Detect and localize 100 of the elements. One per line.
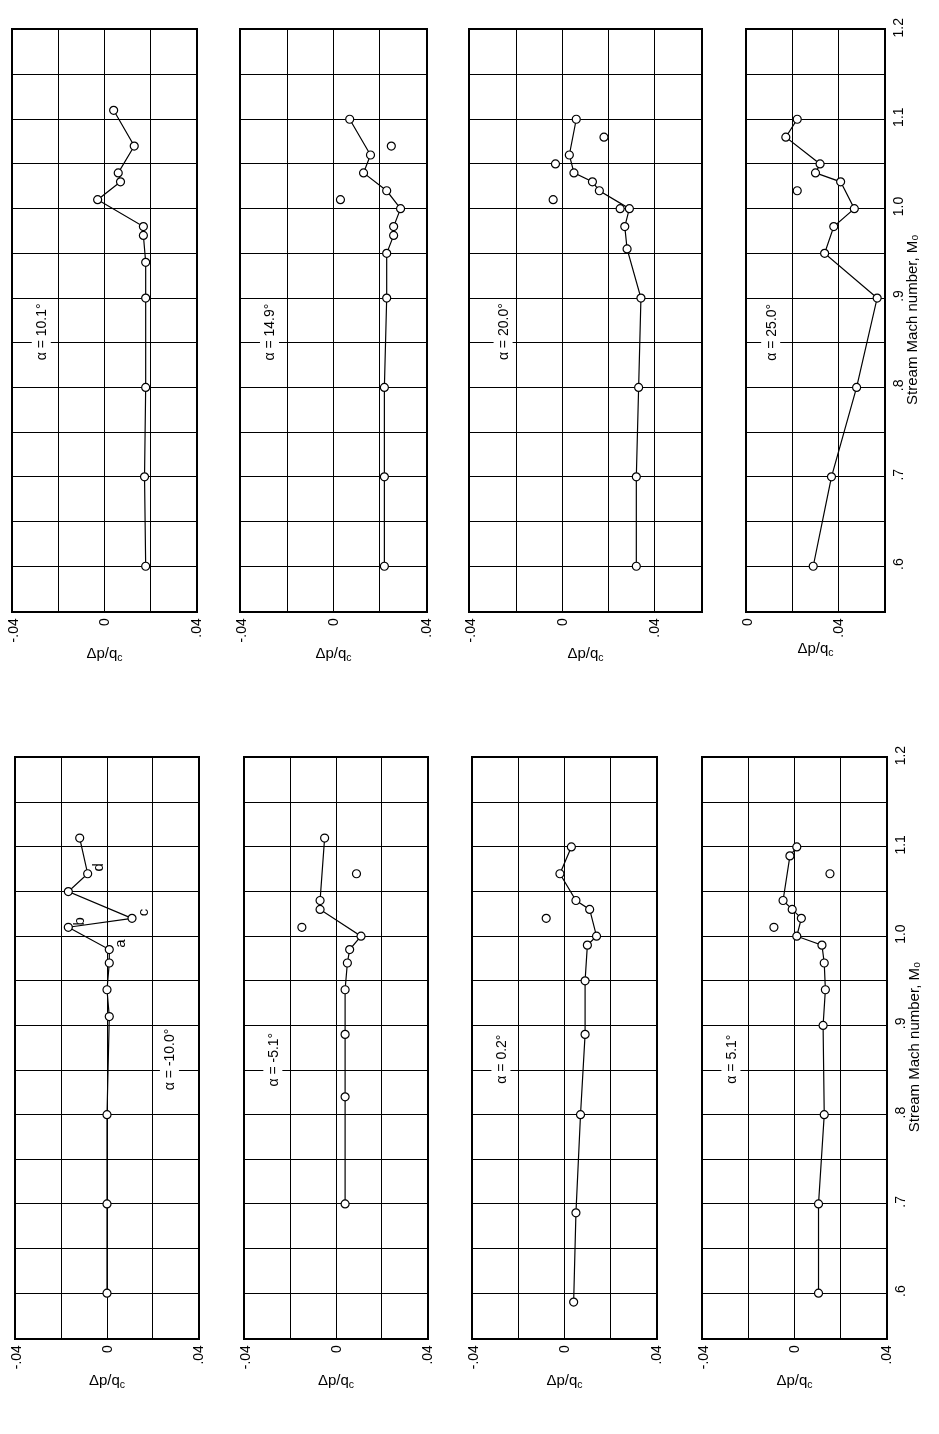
point <box>569 1297 579 1307</box>
x-tick-label: -.04 <box>461 618 478 643</box>
point <box>379 472 389 482</box>
text: α = 14.9° <box>261 303 278 361</box>
point <box>819 958 829 968</box>
point <box>585 904 595 915</box>
point <box>555 869 565 879</box>
point <box>389 221 399 232</box>
text: α = 25.0° <box>762 303 779 361</box>
point <box>849 204 859 214</box>
x-tick-label: -.04 <box>232 618 249 643</box>
point <box>599 132 609 142</box>
annotation: d <box>88 863 106 872</box>
point <box>826 472 837 482</box>
x-tick-label: 0 <box>327 1344 344 1353</box>
point <box>138 230 148 241</box>
point <box>820 248 830 258</box>
point <box>594 186 604 196</box>
x-axis-title: Δp/q$_{c}$ <box>546 1370 583 1390</box>
x-tick-label: 0 <box>325 618 342 627</box>
y-axis-title: Stream Mach number, M₀ <box>903 234 921 405</box>
x-tick-label: .04 <box>829 618 846 638</box>
y-tick-label: 1.1 <box>889 107 906 127</box>
point <box>342 958 352 968</box>
point <box>127 913 137 923</box>
point <box>808 561 818 571</box>
point <box>564 150 574 160</box>
x-tick-label: .04 <box>647 1344 664 1365</box>
point <box>566 842 576 852</box>
point <box>102 985 112 995</box>
point <box>386 141 396 151</box>
text: α = 20.0° <box>495 303 512 361</box>
point <box>356 931 366 941</box>
point <box>829 221 839 232</box>
x-tick-label: .04 <box>417 618 434 638</box>
point <box>141 257 151 267</box>
text: α = 5.1° <box>722 1034 739 1084</box>
point <box>75 833 85 843</box>
point <box>102 1110 112 1120</box>
point <box>582 940 592 950</box>
point <box>115 177 126 187</box>
point <box>550 159 561 169</box>
point <box>571 1208 581 1218</box>
point <box>320 833 330 843</box>
point <box>93 195 103 205</box>
point <box>620 221 630 232</box>
point <box>83 869 93 879</box>
point <box>113 168 123 178</box>
point <box>820 985 830 995</box>
y-tick-label: .8 <box>889 379 906 392</box>
point <box>382 293 392 303</box>
x-tick-label: -.04 <box>694 1344 711 1370</box>
text: α = -10.0° <box>161 1028 178 1091</box>
point <box>631 561 641 571</box>
point <box>382 248 392 258</box>
y-tick-label: 1.1 <box>891 834 908 855</box>
x-tick-label: 0 <box>738 618 755 627</box>
point <box>365 150 376 160</box>
y-tick-label: .6 <box>891 1285 908 1297</box>
point <box>541 913 551 923</box>
point <box>379 561 389 571</box>
point <box>395 204 406 214</box>
point <box>139 472 150 482</box>
x-axis-title: Δp/q$_{c}$ <box>317 1370 355 1390</box>
point <box>345 944 355 955</box>
point <box>624 204 634 214</box>
point <box>569 168 579 178</box>
point <box>129 141 139 151</box>
point <box>813 1199 824 1209</box>
x-tick-label: -.04 <box>4 618 21 643</box>
point <box>335 195 346 205</box>
point <box>587 177 598 187</box>
point <box>796 913 806 923</box>
point <box>571 114 581 124</box>
point <box>109 105 119 115</box>
point <box>852 382 862 393</box>
point <box>548 195 558 205</box>
point <box>340 1092 350 1102</box>
x-tick-label: -.04 <box>464 1344 481 1370</box>
point <box>792 114 802 124</box>
annotation: c <box>133 908 151 917</box>
point <box>382 186 392 196</box>
point <box>825 869 835 879</box>
point <box>315 904 325 915</box>
point <box>104 1011 114 1022</box>
x-axis-title: Δp/q$_{c}$ <box>797 639 834 659</box>
point <box>580 976 590 986</box>
x-tick-label: 0 <box>98 1344 115 1353</box>
x-axis-title: Δp/q$_{c}$ <box>776 1370 813 1390</box>
text: α = 10.1° <box>33 303 50 361</box>
point <box>141 561 151 571</box>
point <box>379 382 389 393</box>
x-axis-title: Δp/q$_{c}$ <box>567 643 604 664</box>
point <box>102 1288 112 1298</box>
x-tick-label: .04 <box>189 1344 206 1365</box>
x-tick-label: 0 <box>96 618 113 627</box>
x-tick-label: -.04 <box>7 1344 24 1370</box>
point <box>813 1288 824 1298</box>
x-tick-label: .04 <box>877 1344 894 1365</box>
point <box>818 1020 828 1031</box>
